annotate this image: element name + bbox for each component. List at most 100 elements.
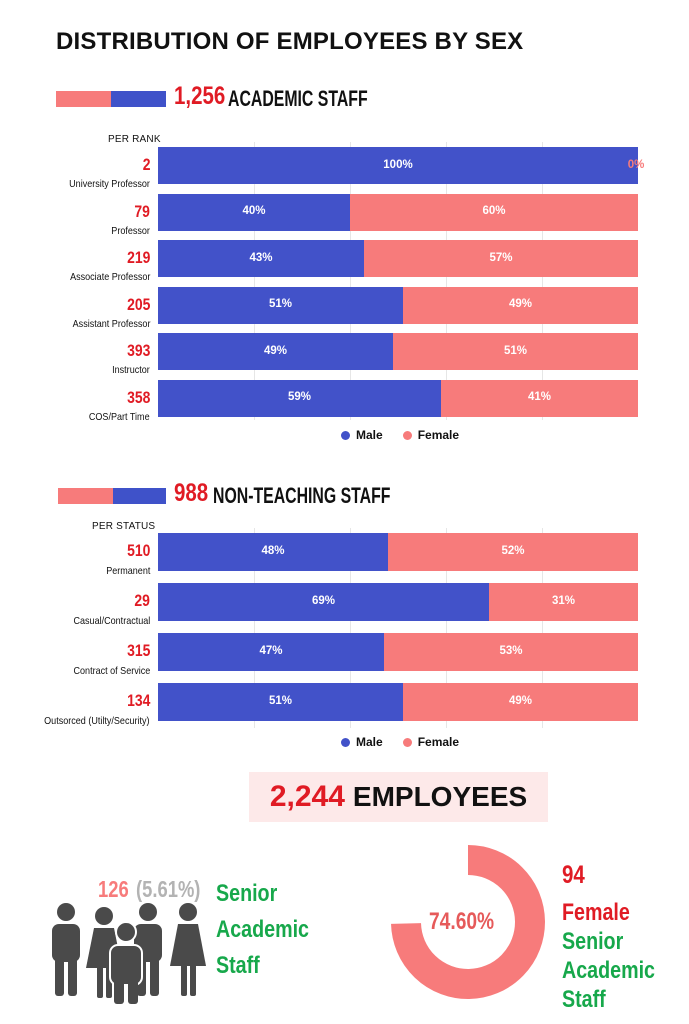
female-percent-label: 57% (489, 251, 513, 264)
row-count-wrap: 29 (60, 591, 150, 611)
legend-male-label: Male (356, 735, 383, 749)
row-count: 393 (126, 341, 150, 360)
bar-female (393, 333, 638, 370)
header-bar-female (56, 91, 111, 107)
female-senior-count: 94 (562, 861, 585, 889)
row-count-wrap: 358 (60, 388, 150, 408)
row-count: 29 (134, 591, 150, 610)
bar-male (158, 286, 403, 324)
row-label-wrap: Instructor (0, 360, 150, 378)
male-percent-label: 48% (261, 545, 285, 557)
female-percent-label: 31% (551, 595, 576, 607)
row-count-wrap: 205 (60, 295, 150, 315)
people-group-icon (52, 903, 206, 1004)
senior-label-line3: Staff (216, 952, 260, 979)
per-rank-label: PER RANK (108, 134, 161, 145)
bar-female (489, 583, 638, 621)
bar-male (158, 240, 364, 277)
bar-female (441, 379, 638, 417)
female-senior-line3: Academic (562, 957, 655, 984)
row-label-wrap: COS/Part Time (0, 407, 150, 425)
bar-female (403, 286, 638, 324)
grid-line (350, 142, 351, 420)
row-count: 510 (126, 541, 150, 560)
bar-female (388, 533, 638, 571)
bar-male (158, 533, 388, 571)
senior-count: 126 (98, 876, 129, 902)
academic-header: 1,256 ACADEMIC STAFF (56, 78, 516, 118)
donut-female-arc (391, 845, 545, 999)
row-label-wrap: Outsorced (Utilty/Security) (0, 711, 150, 729)
row-label-wrap: Contract of Service (0, 661, 150, 679)
row-count: 79 (134, 201, 150, 221)
grid-line (350, 528, 351, 728)
nonteaching-chart: 48% 52% 510 Permanent 69% 31% 29 Casual/Contrac… (0, 528, 638, 749)
row-label: Professor (111, 224, 150, 237)
header-bar-female-2 (58, 488, 113, 504)
row-count: 315 (126, 641, 150, 660)
nonteaching-header: 988 NON-TEACHING STAFF (56, 475, 516, 515)
bar-male (158, 147, 638, 184)
grid-line (446, 528, 447, 728)
male-percent-label: 59% (287, 391, 312, 403)
female-percent-label: 49% (508, 695, 533, 707)
row-label: Contract of Service (73, 665, 150, 677)
legend: Male Female (341, 735, 459, 749)
female-percent-label: 41% (527, 391, 552, 403)
row-label-wrap: University Professor (0, 174, 150, 192)
male-percent-label: 51% (268, 695, 293, 707)
bar-male (158, 683, 403, 721)
row-count-wrap: 510 (60, 541, 150, 561)
legend-female-label: Female (417, 735, 460, 749)
grid-line (542, 142, 543, 420)
female-senior-line2: Senior (562, 928, 624, 955)
grid-line (254, 142, 255, 420)
row-label-wrap: Permanent (0, 561, 150, 579)
bar-female (364, 240, 638, 277)
row-count: 205 (126, 294, 150, 314)
row-label-wrap: Professor (0, 221, 150, 239)
male-percent-label: 51% (268, 298, 293, 310)
nonteaching-total: 988 (174, 479, 209, 507)
male-percent-label: 43% (249, 251, 273, 264)
row-label: Associate Professor (69, 271, 150, 283)
total-employees-box: 2,244 EMPLOYEES (249, 772, 548, 822)
bar-female (350, 193, 638, 231)
donut-value-label: 74.60% (429, 908, 495, 935)
female-percent-label: 49% (508, 298, 533, 310)
bar-male (158, 379, 441, 417)
row-count: 358 (126, 387, 150, 407)
female-senior-line1: Female (562, 899, 630, 926)
row-count-wrap: 2 (60, 155, 150, 175)
female-percent-label: 0% (627, 158, 645, 171)
row-label-wrap: Casual/Contractual (0, 611, 150, 629)
senior-label-line1: Senior (216, 880, 278, 907)
legend-male-swatch (341, 737, 350, 747)
row-label: Permanent (105, 565, 150, 577)
legend-male-label: Male (356, 428, 383, 442)
header-bar-male (111, 91, 166, 107)
male-percent-label: 69% (311, 595, 336, 607)
bar-male (158, 633, 384, 671)
row-label: Instructor (112, 364, 150, 376)
legend-male-swatch (341, 430, 350, 440)
row-count-wrap: 219 (60, 248, 150, 268)
bar-male (158, 193, 350, 231)
male-percent-label: 40% (242, 205, 266, 217)
male-percent-label: 49% (263, 344, 288, 357)
nonteaching-label: NON-TEACHING STAFF (213, 483, 391, 508)
bar-female (384, 633, 638, 671)
bar-male (158, 583, 489, 621)
row-count: 219 (126, 248, 150, 267)
per-status-label: PER STATUS (92, 521, 156, 532)
row-count-wrap: 134 (60, 691, 150, 711)
total-employees-number: 2,244 (269, 780, 345, 813)
row-label: University Professor (69, 178, 150, 190)
female-percent-label: 60% (482, 205, 506, 217)
female-senior-donut (391, 845, 545, 999)
row-label-wrap: Associate Professor (0, 267, 150, 285)
row-label: COS/Part Time (89, 410, 150, 423)
header-bar-male-2 (113, 488, 166, 504)
female-percent-label: 51% (503, 344, 528, 357)
row-label: Outsorced (Utilty/Security) (44, 715, 150, 727)
